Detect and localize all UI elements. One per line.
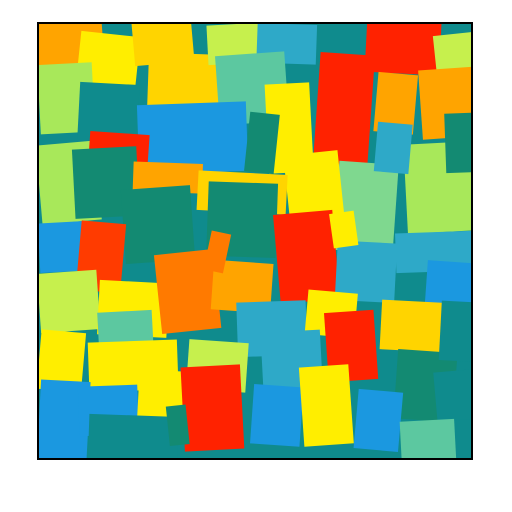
patch [298, 364, 354, 447]
abstract-collage-image [37, 22, 473, 460]
patch [39, 379, 91, 458]
patch [353, 388, 404, 452]
patch [329, 210, 359, 249]
patch [399, 418, 457, 458]
patch [273, 209, 341, 304]
patch [373, 121, 413, 175]
patch [244, 111, 280, 175]
patch [39, 220, 90, 273]
patch [373, 71, 419, 135]
patch [364, 24, 442, 76]
patch [153, 249, 222, 335]
patch [444, 112, 471, 174]
patch [39, 269, 101, 334]
patch [433, 369, 471, 422]
collage-shapes [39, 24, 471, 458]
patch [312, 52, 376, 175]
patch [77, 81, 140, 145]
patch [39, 329, 87, 393]
patch [165, 404, 190, 447]
patch [136, 101, 249, 175]
patch [264, 82, 314, 174]
patch [180, 364, 245, 452]
patch [250, 384, 304, 447]
patch [283, 150, 345, 225]
patch [438, 300, 471, 362]
collage-canvas [39, 24, 471, 458]
patch [379, 299, 452, 353]
patch [203, 230, 232, 274]
patch [120, 185, 196, 265]
patch [210, 259, 274, 314]
patch [146, 52, 229, 115]
patch [323, 309, 379, 383]
patch [87, 413, 179, 458]
patch [334, 240, 398, 303]
